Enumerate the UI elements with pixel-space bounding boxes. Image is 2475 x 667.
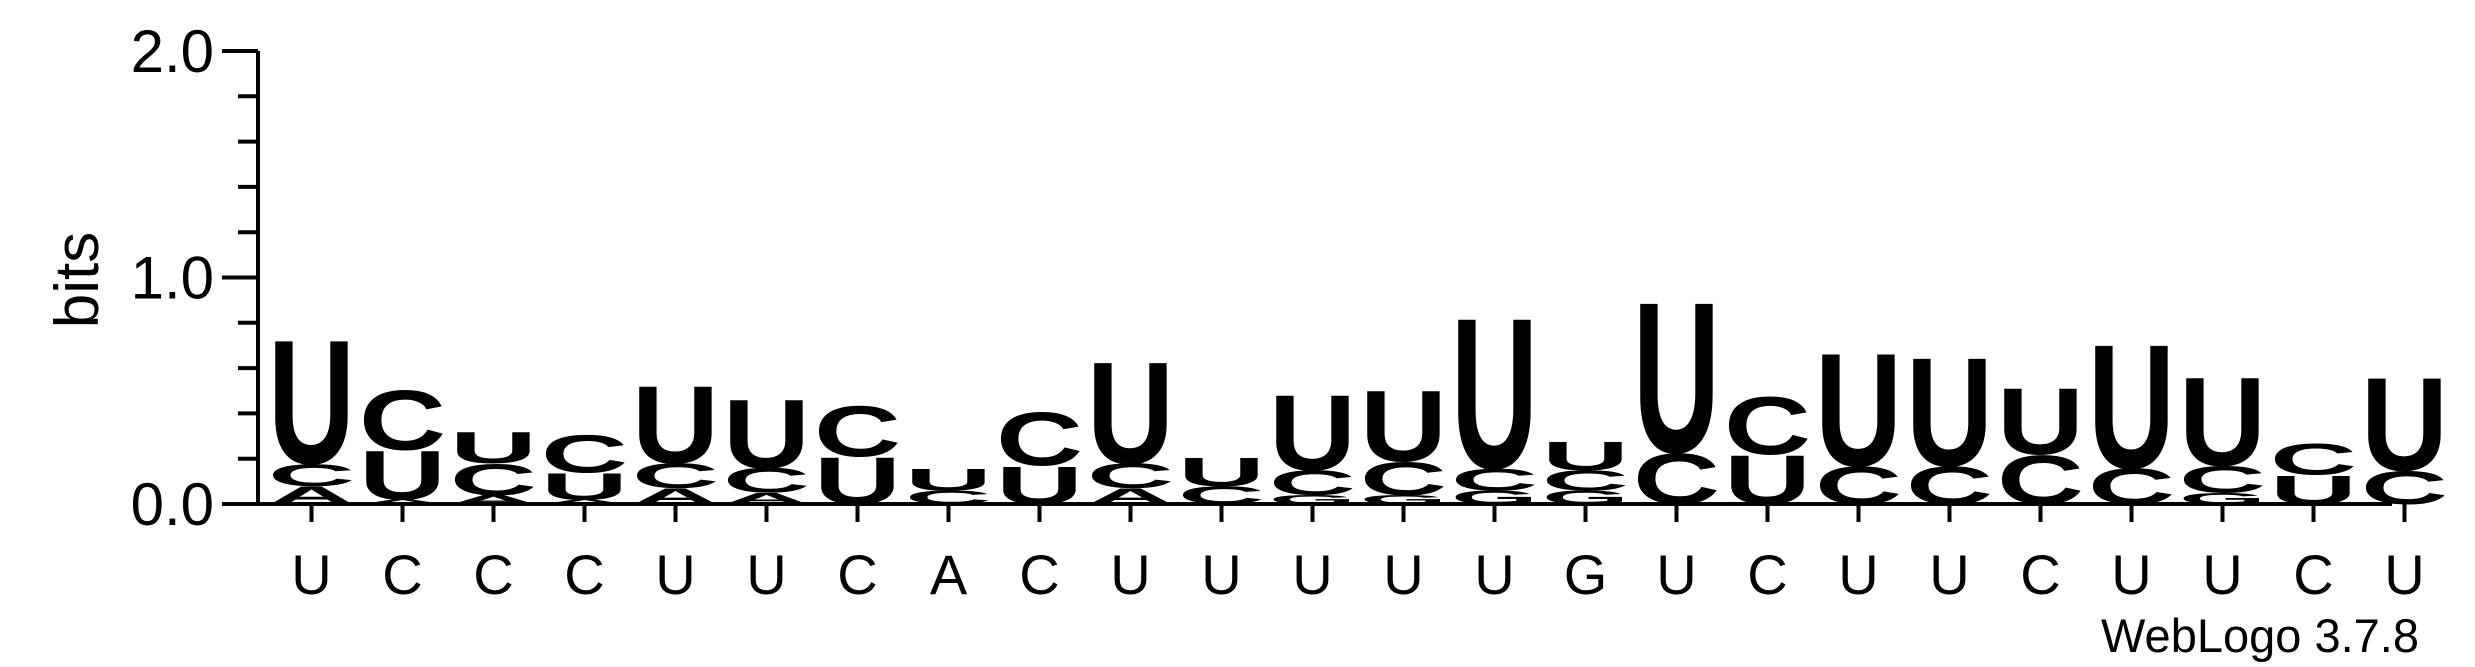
- x-tick-label: U: [1656, 543, 1696, 606]
- logo-letter-C: C: [2270, 435, 2357, 484]
- x-tick-label: G: [1564, 543, 1608, 606]
- logo-letter-U: U: [1451, 273, 1538, 514]
- logo-letter-C: C: [1087, 457, 1174, 496]
- logo-letter-C: C: [1360, 452, 1447, 505]
- x-tick-label: C: [2293, 543, 2333, 606]
- weblogo-credit: WebLogo 3.7.8: [2101, 609, 2419, 662]
- logo-letter-C: C: [1451, 462, 1538, 498]
- logo-letter-A: A: [541, 498, 628, 505]
- x-tick-label: U: [746, 543, 786, 606]
- y-tick-label: 1.0: [131, 245, 214, 312]
- x-tick-label: U: [291, 543, 331, 606]
- logo-letter-U: U: [2088, 309, 2175, 507]
- logo-letter-U: U: [1997, 368, 2084, 474]
- logo-letter-G: G: [1451, 487, 1538, 508]
- logo-letter-C: C: [1269, 464, 1356, 503]
- logo-letter-C: C: [996, 398, 1083, 482]
- x-tick-label: U: [1474, 543, 1514, 606]
- y-tick-label: 2.0: [131, 18, 214, 85]
- x-tick-label: U: [1929, 543, 1969, 606]
- logo-letter-U: U: [1269, 374, 1356, 494]
- logo-letter-U: U: [723, 380, 810, 489]
- x-tick-label: U: [1110, 543, 1150, 606]
- y-tick-label: 0.0: [131, 471, 214, 538]
- logo-letter-U: U: [2179, 352, 2266, 493]
- x-tick-label: A: [930, 543, 968, 606]
- logo-letter-U: U: [1542, 433, 1629, 479]
- x-tick-label: U: [1201, 543, 1241, 606]
- x-tick-label: U: [655, 543, 695, 606]
- logo-letter-U: U: [268, 304, 355, 502]
- logo-letter-U: U: [1087, 333, 1174, 495]
- logo-letter-U: U: [905, 462, 992, 498]
- y-axis-ticks: 0.0 1.0 2.0: [131, 18, 258, 538]
- x-tick-label: U: [1838, 543, 1878, 606]
- x-tick-label: C: [1747, 543, 1787, 606]
- logo-letter-U: U: [2361, 350, 2448, 499]
- logo-letter-C: C: [359, 373, 446, 469]
- logo-letter-C: C: [632, 457, 719, 496]
- x-tick-label: C: [564, 543, 604, 606]
- logo-letter-C: C: [2179, 458, 2266, 501]
- logo-letter-G: G: [1269, 493, 1356, 507]
- logo-letter-U: U: [632, 363, 719, 487]
- x-tick-label: C: [382, 543, 422, 606]
- x-tick-label: U: [2111, 543, 2151, 606]
- logo-letter-U: U: [1633, 257, 1720, 498]
- logo-letter-G: G: [1360, 493, 1447, 507]
- logo-letter-C: C: [268, 457, 355, 493]
- logo-letter-U: U: [1906, 326, 1993, 499]
- logo-letter-C: C: [723, 461, 810, 500]
- logo-letter-C: C: [1542, 465, 1629, 497]
- logo-letter-U: U: [450, 424, 537, 473]
- logo-letter-C: C: [814, 391, 901, 472]
- y-axis-label: bits: [43, 232, 112, 328]
- logo-letter-A: A: [359, 498, 446, 505]
- logo-letter-U: U: [1815, 320, 1902, 500]
- x-tick-label: U: [1383, 543, 1423, 606]
- logo-letter-U: U: [359, 437, 446, 515]
- x-tick-label: C: [473, 543, 513, 606]
- logo-letter-G: G: [1542, 487, 1629, 508]
- logo-letter-C: C: [905, 487, 992, 508]
- logo-letter-A: A: [450, 493, 537, 507]
- logo-letter-U: U: [1178, 449, 1265, 495]
- logo-letter-U: U: [1360, 369, 1447, 483]
- logo-letter-C: C: [1724, 380, 1811, 472]
- x-tick-label: U: [2384, 543, 2424, 606]
- x-tick-label: C: [837, 543, 877, 606]
- x-tick-label: C: [2020, 543, 2060, 606]
- logo-letter-U: U: [541, 465, 628, 508]
- logo-letter-C: C: [541, 424, 628, 484]
- logo-letter-G: G: [2179, 490, 2266, 508]
- x-tick-label: U: [2202, 543, 2242, 606]
- x-tick-label: C: [1019, 543, 1059, 606]
- logo-letter-C: C: [450, 455, 537, 504]
- x-tick-label: U: [1292, 543, 1332, 606]
- logo-letter-A: A: [723, 490, 810, 508]
